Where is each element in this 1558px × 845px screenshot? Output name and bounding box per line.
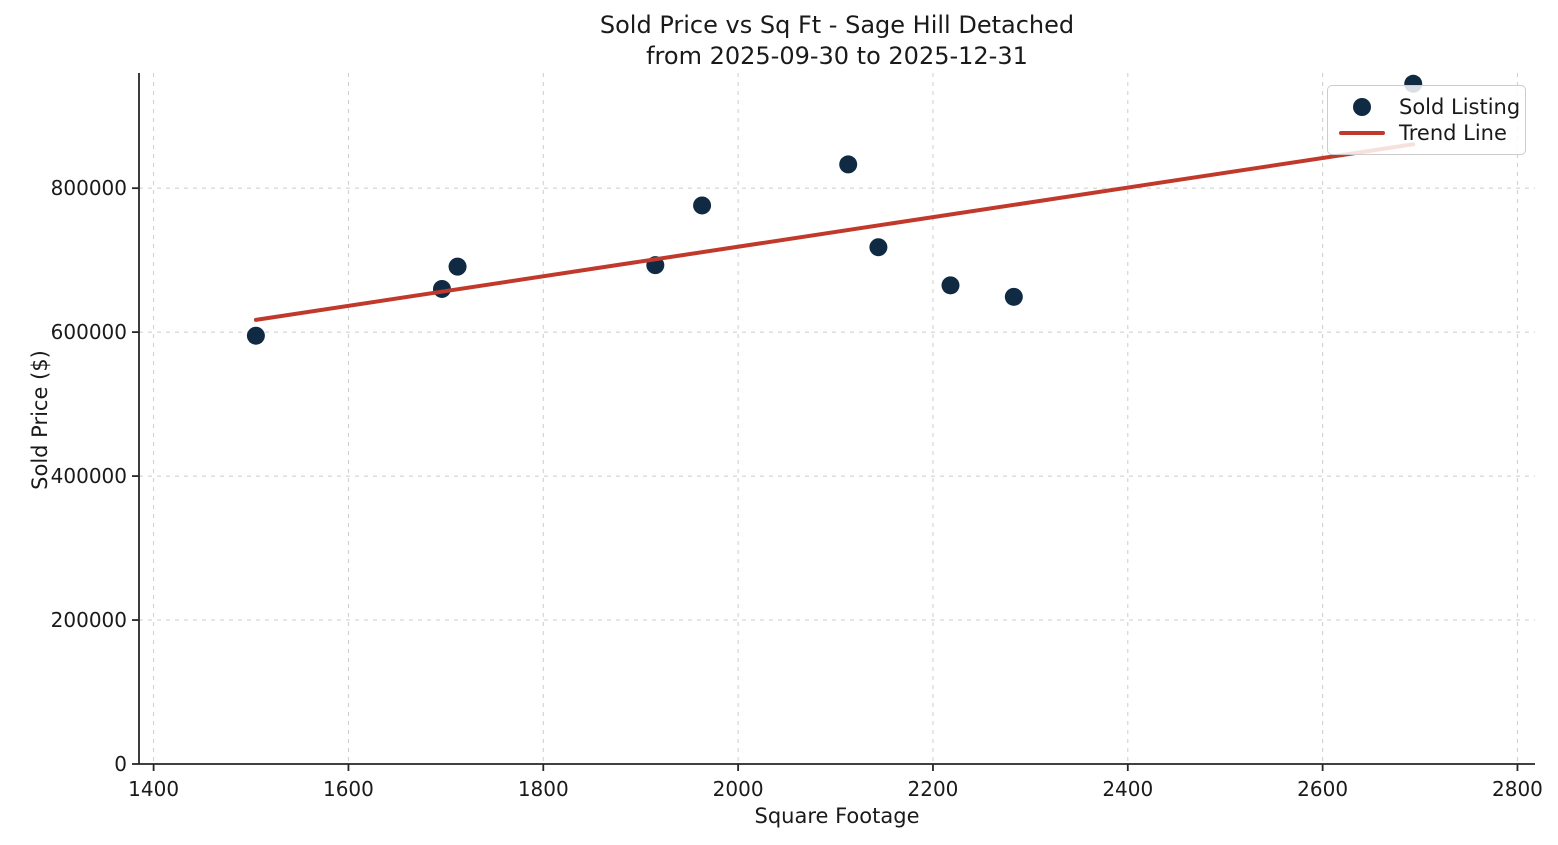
scatter-point [448, 257, 467, 276]
x-tick-label: 1600 [323, 777, 374, 801]
x-tick-label: 2200 [908, 777, 959, 801]
y-tick-label: 0 [114, 752, 127, 776]
x-tick-label: 2800 [1492, 777, 1543, 801]
scatter-point [246, 326, 265, 345]
chart-title-line1: Sold Price vs Sq Ft - Sage Hill Detached [599, 11, 1075, 39]
legend-marker-column [1338, 97, 1386, 116]
x-axis-label: Square Footage [754, 804, 920, 828]
scatter-point [1004, 287, 1023, 306]
scatter-point [839, 155, 858, 174]
legend-item-trend-line: Trend Line [1338, 120, 1515, 145]
trend-line-sample-icon [1339, 130, 1385, 135]
legend-marker-column [1338, 130, 1386, 135]
scatter-point [869, 238, 888, 257]
x-tick-label: 1800 [518, 777, 569, 801]
y-tick-label: 800000 [51, 176, 127, 200]
legend-item-sold-listing: Sold Listing [1338, 94, 1520, 119]
chart-title: Sold Price vs Sq Ft - Sage Hill Detached… [139, 10, 1535, 72]
y-tick-label: 600000 [51, 320, 127, 344]
sold-listing-dot-icon [1353, 97, 1371, 116]
chart-title-line2: from 2025-09-30 to 2025-12-31 [646, 42, 1028, 70]
legend: Sold Listing Trend Line [1327, 85, 1526, 155]
scatter-point [693, 196, 712, 215]
y-tick-label: 400000 [51, 464, 127, 488]
x-tick-label: 2400 [1102, 777, 1153, 801]
legend-label-sold-listing: Sold Listing [1399, 94, 1521, 119]
x-tick-label: 2000 [713, 777, 764, 801]
scatter-point [941, 276, 960, 295]
legend-label-trend-line: Trend Line [1399, 120, 1507, 145]
trend-line [253, 142, 1416, 322]
y-tick-label: 200000 [51, 608, 127, 632]
y-axis-label: Sold Price ($) [28, 350, 52, 490]
x-tick-label: 2600 [1297, 777, 1348, 801]
x-tick-label: 1400 [128, 777, 179, 801]
